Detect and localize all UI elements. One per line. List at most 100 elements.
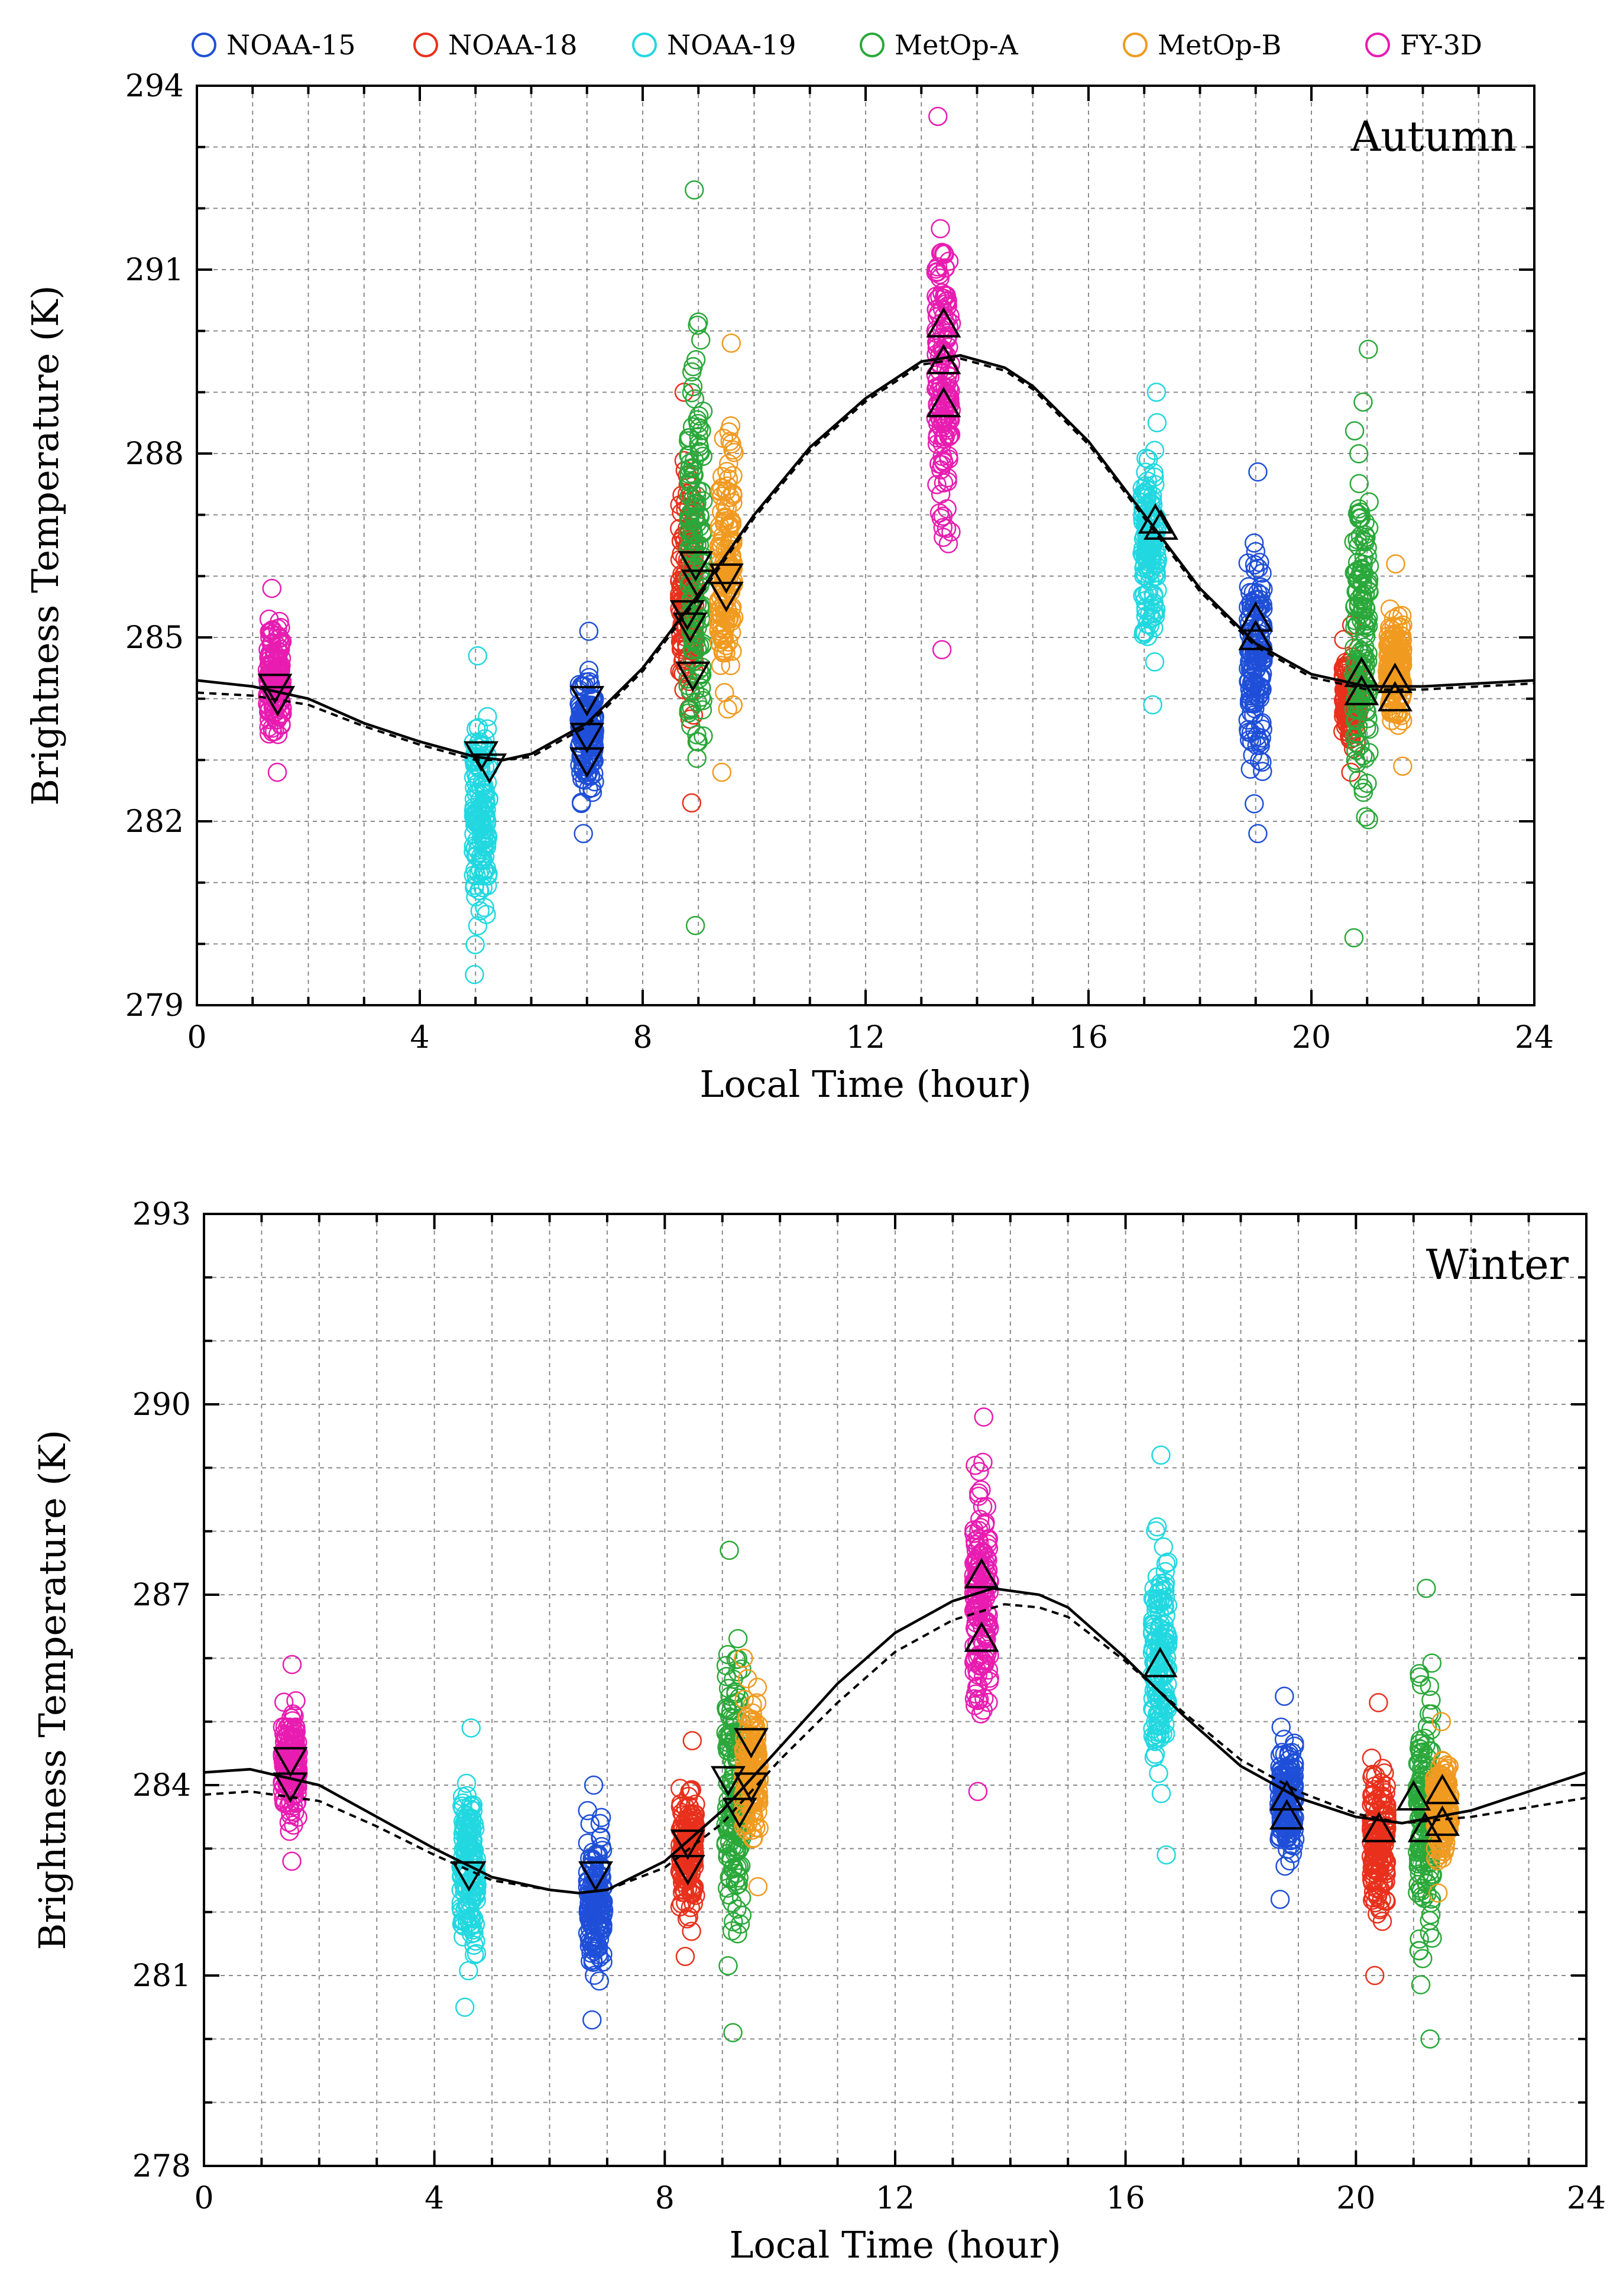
scatter-point (723, 1694, 743, 1714)
scatter-point (1377, 1795, 1397, 1815)
scatter-point (686, 1886, 705, 1905)
scatter-point (580, 1814, 600, 1834)
scatter-point (275, 1717, 295, 1737)
scatter-point (1353, 782, 1373, 802)
scatter-point (712, 467, 732, 487)
y-tick-label: 278 (132, 2149, 191, 2184)
scatter-point (1239, 722, 1259, 742)
scatter-point (461, 1718, 481, 1738)
scatter-point (453, 1927, 473, 1947)
triangle-up-marker (1425, 1805, 1460, 1836)
scatter-point (582, 782, 602, 802)
scatter-point (934, 473, 954, 493)
scatter-point (1145, 652, 1165, 672)
scatter-point (1369, 1693, 1388, 1712)
scatter-point (1371, 1806, 1390, 1827)
scatter-point (681, 472, 701, 492)
scatter-point (1252, 713, 1272, 733)
scatter-point (735, 1750, 755, 1770)
scatter-point (722, 1921, 742, 1941)
scatter-point (455, 1997, 475, 2017)
scatter-point (721, 416, 741, 436)
scatter-point (468, 916, 488, 935)
panel-title: Winter (1426, 1241, 1569, 1289)
scatter-point (716, 643, 736, 663)
scatter-point (692, 700, 712, 720)
scatter-point (680, 540, 700, 561)
scatter-point (680, 1782, 699, 1801)
scatter-point (1359, 339, 1378, 360)
scatter-point (681, 1897, 701, 1918)
x-tick-label: 16 (1106, 2181, 1145, 2216)
triangle-down-marker (578, 1861, 613, 1892)
scatter-point (682, 1731, 702, 1751)
scatter-point (1248, 462, 1268, 482)
y-tick-label: 281 (132, 1958, 191, 1994)
scatter-point (723, 695, 743, 715)
x-tick-label: 24 (1515, 1020, 1554, 1055)
scatter-point (979, 1692, 998, 1712)
scatter-point (672, 1894, 691, 1913)
legend-label: FY-3D (1400, 29, 1482, 61)
scatter-point (934, 451, 954, 471)
scatter-point (685, 915, 705, 935)
scatter-point (719, 454, 738, 474)
scatter-point (721, 333, 741, 353)
scatter-point (937, 286, 956, 305)
scatter-point (579, 621, 599, 641)
scatter-point (934, 427, 954, 446)
scatter-point (1250, 688, 1270, 708)
scatter-point (1352, 584, 1372, 604)
scatter-point (263, 722, 283, 742)
scatter-point (574, 760, 594, 779)
scatter-point (1358, 616, 1378, 636)
triangle-down-marker (451, 1861, 487, 1892)
series-noaa-15 (578, 1775, 614, 2030)
scatter-point (683, 464, 703, 484)
scatter-point (1426, 1848, 1446, 1868)
scatter-point (716, 636, 736, 656)
fit-curve-solid (203, 1587, 1587, 1895)
legend-label: NOAA-15 (226, 29, 355, 61)
scatter-point (1275, 1856, 1295, 1876)
scatter-point (465, 964, 484, 985)
scatter-point (456, 1773, 477, 1793)
scatter-point (1380, 599, 1400, 619)
scatter-point (966, 1455, 985, 1475)
scatter-point (928, 106, 948, 127)
scatter-point (720, 1869, 740, 1889)
scatter-point (691, 482, 711, 502)
scatter-point (1146, 383, 1167, 402)
x-tick-label: 0 (187, 1020, 206, 1055)
scatter-point (1146, 1521, 1165, 1541)
scatter-point (1280, 1851, 1300, 1871)
scatter-point (593, 1952, 613, 1972)
scatter-point (682, 362, 702, 382)
triangle-up-marker (1238, 601, 1274, 632)
scatter-point (462, 1908, 481, 1928)
scatter-point (474, 840, 493, 860)
scatter-point (1143, 695, 1162, 715)
scatter-point (1426, 1838, 1446, 1858)
scatter-point (1146, 1600, 1166, 1620)
triangle-up-marker (964, 1557, 999, 1589)
scatter-point (928, 257, 948, 277)
scatter-point (939, 427, 958, 446)
scatter-point (715, 511, 734, 531)
scatter-point (582, 2010, 602, 2030)
scatter-point (1352, 559, 1372, 578)
scatter-point (724, 1669, 743, 1689)
y-tick-label: 293 (132, 1197, 191, 1232)
scatter-point (1141, 561, 1161, 580)
scatter-point (453, 1793, 473, 1813)
scatter-point (456, 1895, 477, 1915)
scatter-point (1410, 1743, 1430, 1763)
scatter-point (674, 1880, 694, 1900)
scatter-point (1248, 558, 1268, 578)
scatter-point (937, 383, 957, 403)
scatter-point (1368, 1879, 1388, 1899)
scatter-point (967, 1660, 987, 1680)
scatter-point (584, 1775, 604, 1795)
scatter-point (721, 623, 741, 643)
scatter-point (682, 1921, 701, 1941)
